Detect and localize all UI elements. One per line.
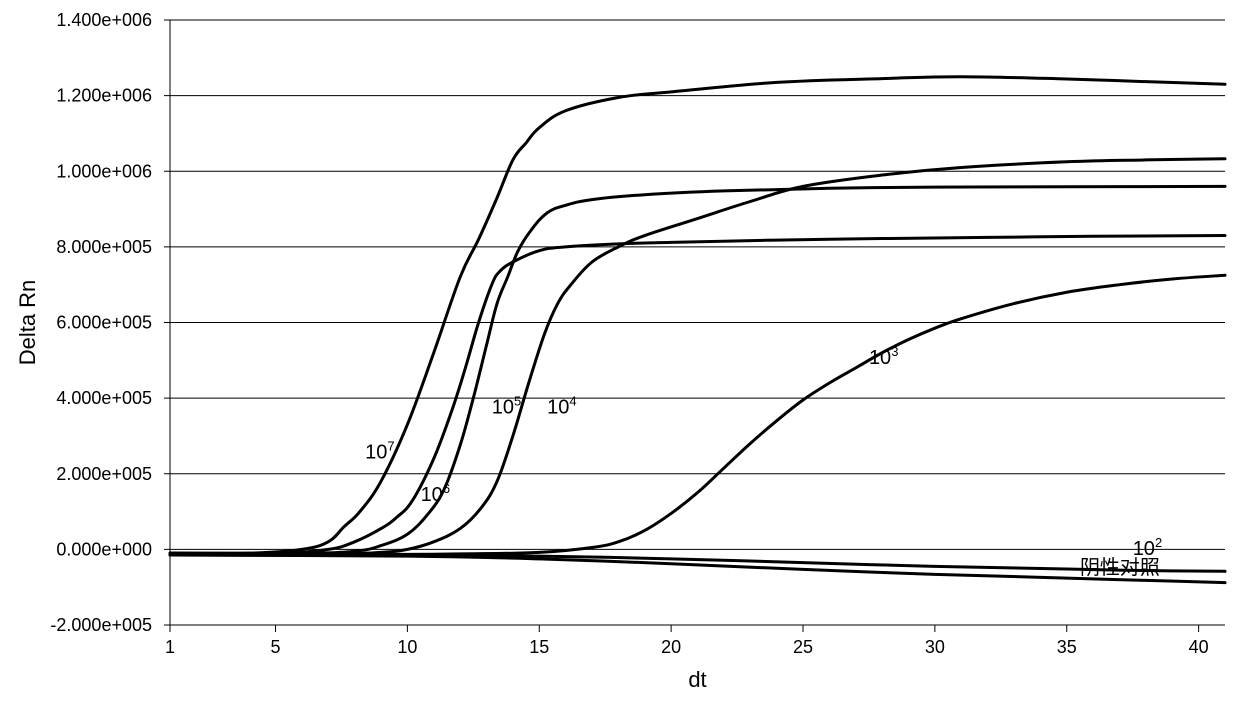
- series-label-neg_ctrl: 阴性对照: [1080, 556, 1160, 579]
- x-tick-label: 30: [925, 637, 945, 657]
- series-label-1e3: 103: [869, 344, 898, 369]
- series-1e2: [170, 555, 1225, 571]
- series-label-1e6: 106: [421, 481, 450, 506]
- y-tick-label: 4.000e+005: [56, 388, 152, 408]
- x-tick-label: 15: [529, 637, 549, 657]
- y-tick-label: 1.200e+006: [56, 86, 152, 106]
- x-tick-label: 20: [661, 637, 681, 657]
- x-tick-label: 35: [1057, 637, 1077, 657]
- y-axis-title: Delta Rn: [15, 280, 40, 366]
- y-tick-label: -2.000e+005: [50, 615, 152, 635]
- x-tick-label: 10: [397, 637, 417, 657]
- y-tick-label: 8.000e+005: [56, 237, 152, 257]
- series-label-1e5: 105: [492, 393, 521, 418]
- x-tick-label: 25: [793, 637, 813, 657]
- y-tick-label: 2.000e+005: [56, 464, 152, 484]
- series-1e7: [170, 77, 1225, 554]
- y-tick-label: 1.400e+006: [56, 10, 152, 30]
- series-label-1e4: 104: [547, 393, 576, 418]
- x-axis-title: dt: [688, 667, 706, 692]
- series-1e3: [170, 275, 1225, 554]
- y-tick-label: 0.000e+000: [56, 539, 152, 559]
- x-tick-label: 1: [165, 637, 175, 657]
- series-1e4: [170, 159, 1225, 554]
- y-tick-label: 1.000e+006: [56, 161, 152, 181]
- amplification-chart: -2.000e+005 0.000e+000 2.000e+005 4.000e+00…: [0, 0, 1240, 715]
- x-tick-label: 5: [270, 637, 280, 657]
- y-tick-label: 6.000e+005: [56, 313, 152, 333]
- chart-svg: -2.000e+005 0.000e+000 2.000e+005 4.000e+00…: [0, 0, 1240, 715]
- series-1e6: [170, 236, 1225, 554]
- x-tick-label: 40: [1189, 637, 1209, 657]
